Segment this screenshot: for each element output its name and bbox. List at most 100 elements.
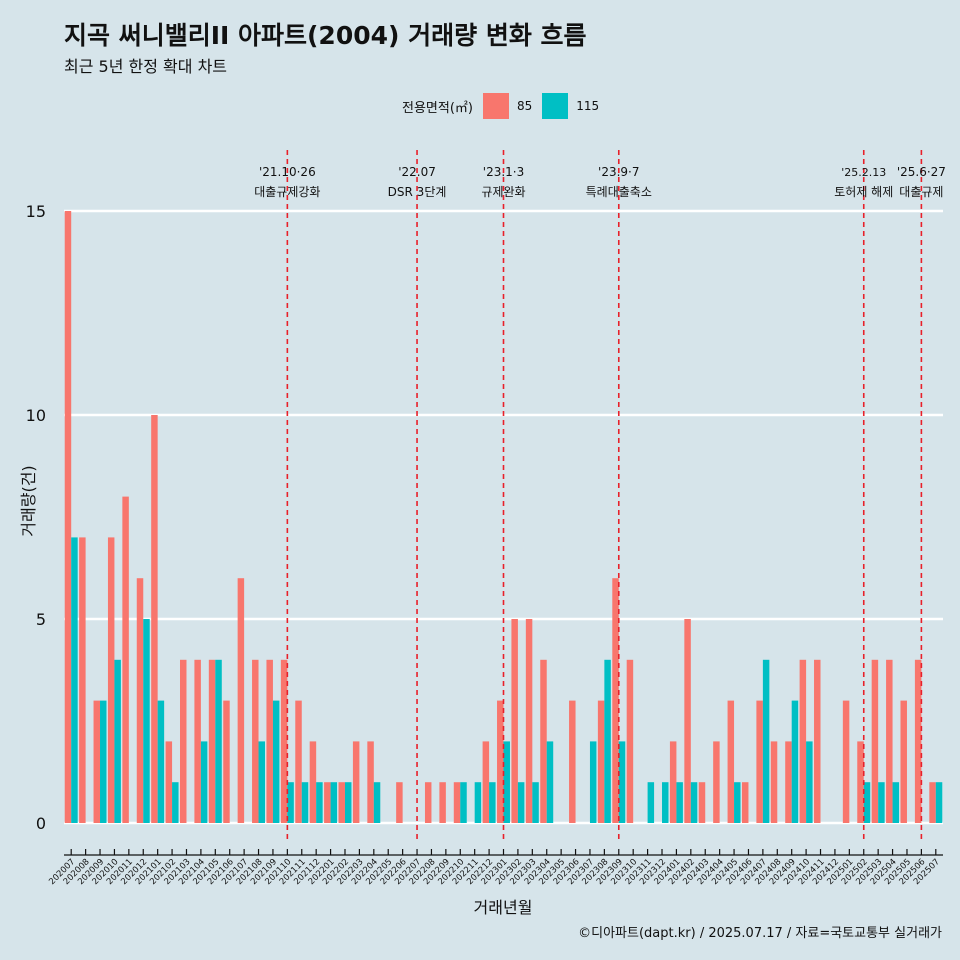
event-date-label: '25.6·27 (897, 165, 946, 179)
chart-subtitle: 최근 5년 한정 확대 차트 (64, 57, 228, 76)
bar-85-202107 (237, 578, 245, 823)
bar-85-202212 (482, 741, 490, 823)
bar-115-202105 (215, 659, 222, 823)
bar-85-202401 (669, 741, 677, 823)
bar-115-202204 (373, 782, 381, 823)
bar-85-202206 (396, 782, 403, 823)
bar-85-202011 (122, 496, 129, 823)
bar-115-202108 (258, 741, 266, 823)
bar-85-202110 (280, 659, 288, 823)
bar-115-202112 (316, 782, 323, 823)
legend-key-85 (482, 93, 509, 119)
bar-115-202102 (172, 782, 179, 823)
bar-115-202402 (690, 782, 698, 823)
bar-85-202202 (338, 782, 345, 823)
event-date-label: '25.2.13 (841, 166, 886, 179)
bar-85-202404 (713, 741, 720, 823)
bar-115-202308 (604, 659, 611, 823)
bar-115-202301 (503, 741, 510, 823)
bar-115-202012 (143, 619, 150, 823)
legend-label-115: 115 (576, 99, 600, 113)
bar-85-202403 (698, 782, 706, 823)
event-name-label: 대출규제 (899, 185, 943, 199)
bar-85-202010 (107, 537, 115, 823)
event-name-label: 규제완화 (481, 185, 525, 199)
y-axis-title: 거래량(건) (19, 465, 38, 536)
bar-85-202503 (871, 659, 879, 823)
bar-85-202402 (684, 619, 691, 823)
bar-115-202502 (863, 782, 871, 823)
bar-85-202208 (424, 782, 432, 823)
bar-115-202503 (878, 782, 885, 823)
bar-85-202109 (266, 659, 273, 823)
bar-85-202204 (367, 741, 374, 823)
bar-115-202401 (676, 782, 683, 823)
bar-115-202307 (589, 741, 597, 823)
bar-115-202101 (157, 700, 165, 823)
caption: ©디아파트(dapt.kr) / 2025.07.17 / 자료=국토교통부 실… (578, 926, 942, 941)
bar-85-202303 (525, 619, 533, 823)
bar-115-202009 (100, 700, 107, 823)
bar-85-202408 (770, 741, 778, 823)
event-name-label: 특례대출축소 (586, 185, 652, 199)
bar-85-202409 (785, 741, 792, 823)
bar-85-202103 (180, 659, 187, 823)
bar-115-202212 (489, 782, 496, 823)
bar-115-202010 (114, 659, 121, 823)
bar-85-202101 (151, 415, 158, 823)
bar-85-202203 (352, 741, 360, 823)
event-name-label: DSR 3단계 (388, 185, 447, 199)
event-date-label: '22.07 (398, 165, 436, 179)
bar-115-202201 (330, 782, 338, 823)
bar-115-202302 (517, 782, 525, 823)
bar-85-202501 (842, 700, 850, 823)
y-tick-label: 5 (36, 610, 46, 629)
legend: 전용면적(㎡) 85 115 (402, 92, 609, 120)
bar-115-202410 (806, 741, 813, 823)
legend-label-85: 85 (516, 99, 533, 113)
y-tick-label: 15 (26, 202, 46, 221)
bar-115-202304 (546, 741, 554, 823)
bar-115-202409 (791, 700, 799, 823)
bar-115-202211 (474, 782, 482, 823)
bar-85-202304 (540, 659, 547, 823)
bar-115-202110 (287, 782, 294, 823)
bar-85-202111 (295, 700, 302, 823)
y-tick-label: 0 (36, 814, 46, 833)
bar-85-202308 (597, 700, 605, 823)
bar-85-202310 (626, 659, 634, 823)
bar-85-202008 (79, 537, 86, 823)
bar-85-202406 (741, 782, 749, 823)
event-date-label: '23.1·3 (483, 165, 524, 179)
y-tick-label: 10 (26, 406, 46, 425)
bar-85-202407 (756, 700, 763, 823)
bar-85-202007 (64, 211, 72, 823)
x-axis-title: 거래년월 (474, 898, 533, 917)
bar-85-202410 (799, 659, 807, 823)
bar-115-202405 (734, 782, 741, 823)
event-date-label: '23.9·7 (598, 165, 639, 179)
chart-title: 지곡 써니밸리II 아파트(2004) 거래량 변화 흐름 (64, 21, 587, 50)
bar-115-202111 (301, 782, 309, 823)
legend-title: 전용면적(㎡) (402, 100, 473, 116)
bar-115-202504 (892, 782, 900, 823)
bar-85-202306 (569, 700, 576, 823)
bar-115-202312 (662, 782, 669, 823)
bar-85-202108 (252, 659, 259, 823)
bar-115-202104 (200, 741, 208, 823)
bar-85-202106 (223, 700, 230, 823)
bar-85-202505 (900, 700, 907, 823)
bar-85-202504 (886, 659, 893, 823)
bar-85-202210 (453, 782, 461, 823)
event-date-label: '21.10·26 (259, 165, 316, 179)
bar-115-202303 (532, 782, 539, 823)
bar-85-202405 (727, 700, 735, 823)
bar-85-202209 (439, 782, 446, 823)
event-name-label: 대출규제강화 (254, 185, 320, 199)
bar-115-202407 (762, 659, 770, 823)
bar-85-202507 (929, 782, 936, 823)
bar-85-202301 (497, 700, 504, 823)
bar-85-202201 (324, 782, 331, 823)
